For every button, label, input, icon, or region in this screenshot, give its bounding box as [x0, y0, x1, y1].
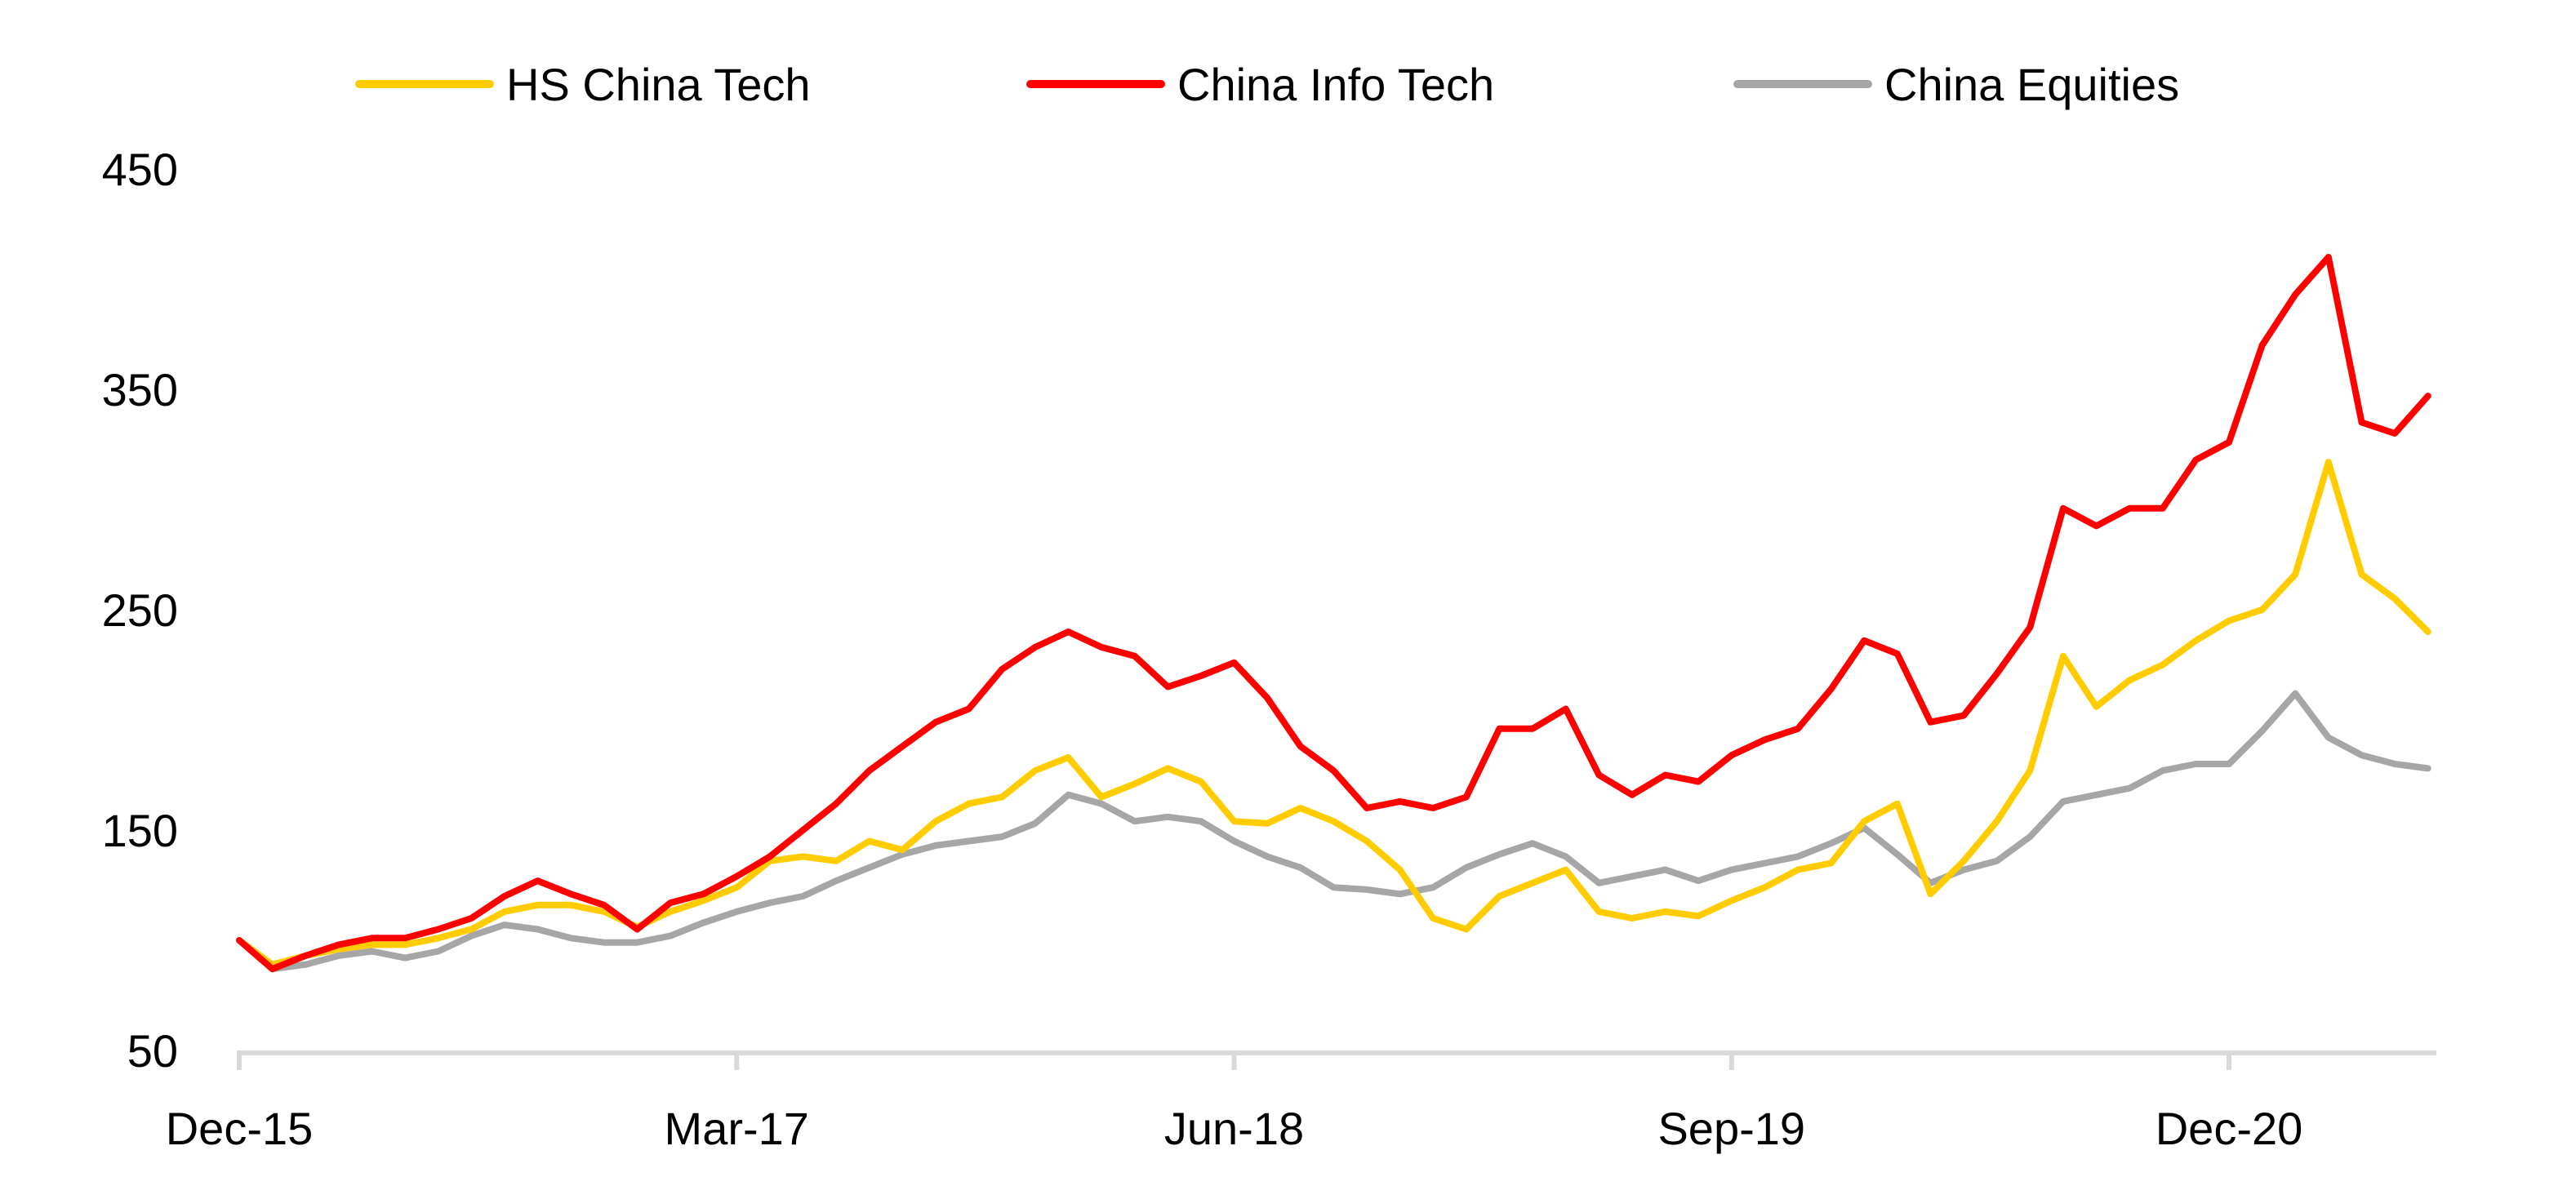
- y-axis: 50 150 250 350 450: [102, 144, 178, 1077]
- x-tick-label: Sep-19: [1657, 1103, 1805, 1154]
- y-tick-label: 50: [127, 1025, 178, 1077]
- y-tick-label: 250: [102, 584, 178, 636]
- x-tick-label: Dec-20: [2156, 1103, 2303, 1154]
- x-tick-label: Dec-15: [166, 1103, 314, 1154]
- legend: HS China Tech China Info Tech China Equiti…: [355, 59, 2179, 110]
- x-axis: Dec-15 Mar-17 Jun-18 Sep-19 Dec-20: [166, 1050, 2436, 1154]
- legend-label: China Equities: [1884, 59, 2179, 110]
- legend-item: HS China Tech: [355, 59, 811, 110]
- y-tick-label: 350: [102, 364, 178, 415]
- x-tick-label: Mar-17: [665, 1103, 809, 1154]
- y-tick-label: 450: [102, 144, 178, 195]
- legend-item: China Info Tech: [1026, 59, 1494, 110]
- legend-item: China Equities: [1733, 59, 2179, 110]
- series-line-china-info-tech: [236, 254, 2431, 973]
- series-line-china-equities: [236, 690, 2431, 973]
- series-line-hs-china-tech: [236, 459, 2431, 968]
- x-tick-label: Jun-18: [1164, 1103, 1304, 1154]
- legend-label: China Info Tech: [1177, 59, 1494, 110]
- y-tick-label: 150: [102, 805, 178, 856]
- plot-area: [236, 254, 2431, 973]
- legend-label: HS China Tech: [506, 59, 811, 110]
